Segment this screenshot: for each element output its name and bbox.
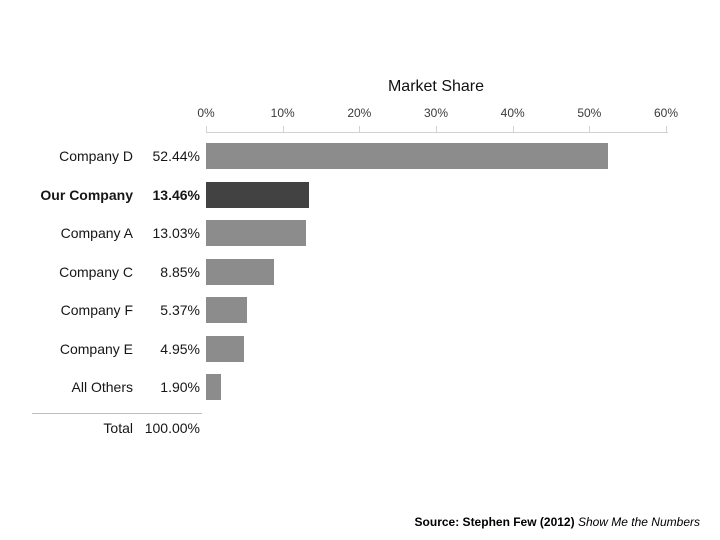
x-axis-tick-label: 40% xyxy=(500,106,525,120)
category-label: Company A xyxy=(60,225,133,241)
x-axis-tick-label: 10% xyxy=(270,106,295,120)
category-label: Company E xyxy=(59,341,133,357)
bar-row-company-e: Company E 4.95% xyxy=(0,336,720,362)
x-axis-tick-mark xyxy=(359,126,360,133)
chart-title: Market Share xyxy=(387,78,485,95)
bar-row-company-a: Company A 13.03% xyxy=(0,220,720,246)
x-axis-line xyxy=(206,132,668,133)
x-axis-tick-label: 50% xyxy=(577,106,602,120)
x-axis-tick-mark xyxy=(513,126,514,133)
x-axis-tick-label: 60% xyxy=(653,106,679,120)
x-axis-tick-mark xyxy=(589,126,590,133)
value-label: 52.44% xyxy=(152,148,200,164)
source-work-title: Show Me the Numbers xyxy=(577,515,700,529)
bar-company-c xyxy=(206,259,274,285)
bar-company-a xyxy=(206,220,306,246)
total-value: 100.00% xyxy=(144,420,200,436)
source-citation: Source: Stephen Few (2012) Show Me the N… xyxy=(415,515,700,530)
bar-row-our-company: Our Company 13.46% xyxy=(0,182,720,208)
value-label: 1.90% xyxy=(160,379,200,395)
bar-row-company-c: Company C 8.85% xyxy=(0,259,720,285)
x-axis-tick-mark xyxy=(436,126,437,133)
bar-all-others xyxy=(206,374,221,400)
x-axis-tick-mark xyxy=(666,126,667,133)
x-axis-tick-mark xyxy=(283,126,284,133)
bar-row-company-f: Company F 5.37% xyxy=(0,297,720,323)
category-label: All Others xyxy=(71,379,133,395)
total-separator-line xyxy=(32,413,202,414)
bar-row-all-others: All Others 1.90% xyxy=(0,374,720,400)
bar-company-e xyxy=(206,336,244,362)
value-label: 8.85% xyxy=(160,264,200,280)
source-author: Source: Stephen Few (2012) xyxy=(414,515,578,529)
category-label: Our Company xyxy=(40,187,133,203)
x-axis-tick-mark xyxy=(206,126,207,133)
total-row: Total 100.00% xyxy=(0,415,720,441)
category-label: Company F xyxy=(60,302,133,318)
x-axis-tick-label: 0% xyxy=(197,106,215,120)
x-axis-tick-label: 20% xyxy=(347,106,372,120)
category-label: Company C xyxy=(59,264,133,280)
bar-our-company xyxy=(206,182,309,208)
bar-company-d xyxy=(206,143,608,169)
value-label: 13.46% xyxy=(152,187,200,203)
category-label: Company D xyxy=(59,148,133,164)
bar-row-company-d: Company D 52.44% xyxy=(0,143,720,169)
value-label: 5.37% xyxy=(160,302,200,318)
total-label: Total xyxy=(103,420,133,436)
value-label: 13.03% xyxy=(152,225,200,241)
x-axis-tick-label: 30% xyxy=(423,106,449,120)
bar-company-f xyxy=(206,297,247,323)
value-label: 4.95% xyxy=(160,341,200,357)
